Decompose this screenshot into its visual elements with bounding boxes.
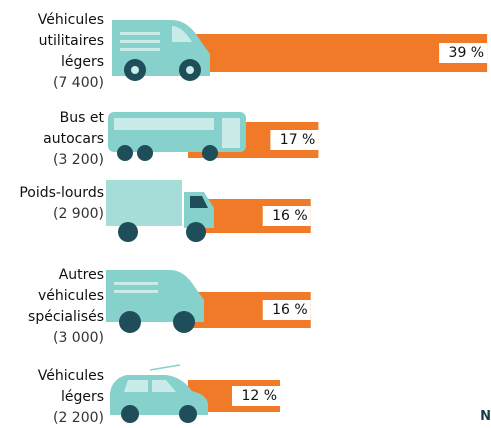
special-van-icon [106, 270, 204, 333]
category-label: Véhicules utilitaires légers (7 400) [0, 10, 104, 94]
value-label: 16 % [272, 302, 308, 318]
category-label: Autres véhicules spécialisés (3 000) [0, 265, 104, 349]
category-label: Bus et autocars (3 200) [0, 108, 104, 171]
category-count: (7 400) [52, 75, 104, 91]
car-icon [110, 364, 208, 423]
category-label: Poids-lourds (2 900) [0, 183, 104, 225]
footnote: N [480, 409, 491, 424]
category-name: Autres véhicules spécialisés [28, 267, 104, 325]
category-name: Véhicules légers [37, 368, 104, 405]
value-label: 39 % [449, 45, 485, 61]
truck-icon [106, 180, 214, 242]
category-name: Véhicules utilitaires légers [37, 12, 104, 70]
value-label: 12 % [241, 388, 277, 404]
value-label-bg [262, 300, 311, 320]
value-label-bg [232, 386, 281, 406]
value-label: 17 % [280, 132, 316, 148]
value-label: 16 % [272, 208, 308, 224]
value-label-bg [439, 43, 488, 63]
van-icon [112, 20, 210, 81]
category-count: (3 200) [52, 152, 104, 168]
bar [188, 34, 488, 72]
category-name: Poids-lourds [19, 185, 104, 201]
bus-icon [108, 112, 246, 161]
category-count: (2 900) [52, 206, 104, 222]
category-count: (3 000) [52, 330, 104, 346]
value-label-bg [262, 206, 311, 226]
category-label: Véhicules légers (2 200) [0, 366, 104, 428]
category-name: Bus et autocars [43, 110, 104, 147]
value-label-bg [270, 130, 319, 150]
category-count: (2 200) [52, 410, 104, 426]
